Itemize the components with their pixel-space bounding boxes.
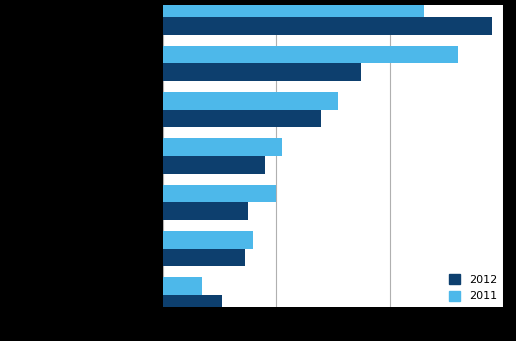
Bar xyxy=(163,202,248,220)
Bar xyxy=(163,110,321,127)
Legend: 2012, 2011: 2012, 2011 xyxy=(449,274,497,301)
Bar xyxy=(163,46,458,63)
Bar xyxy=(163,138,282,156)
Bar xyxy=(163,295,222,312)
Bar xyxy=(163,156,265,174)
Bar xyxy=(163,17,492,35)
Bar xyxy=(163,231,253,249)
Bar xyxy=(163,185,276,202)
Bar xyxy=(163,92,338,110)
Bar xyxy=(163,277,202,295)
Bar xyxy=(163,0,424,17)
Bar xyxy=(163,249,245,266)
Bar xyxy=(163,63,361,81)
